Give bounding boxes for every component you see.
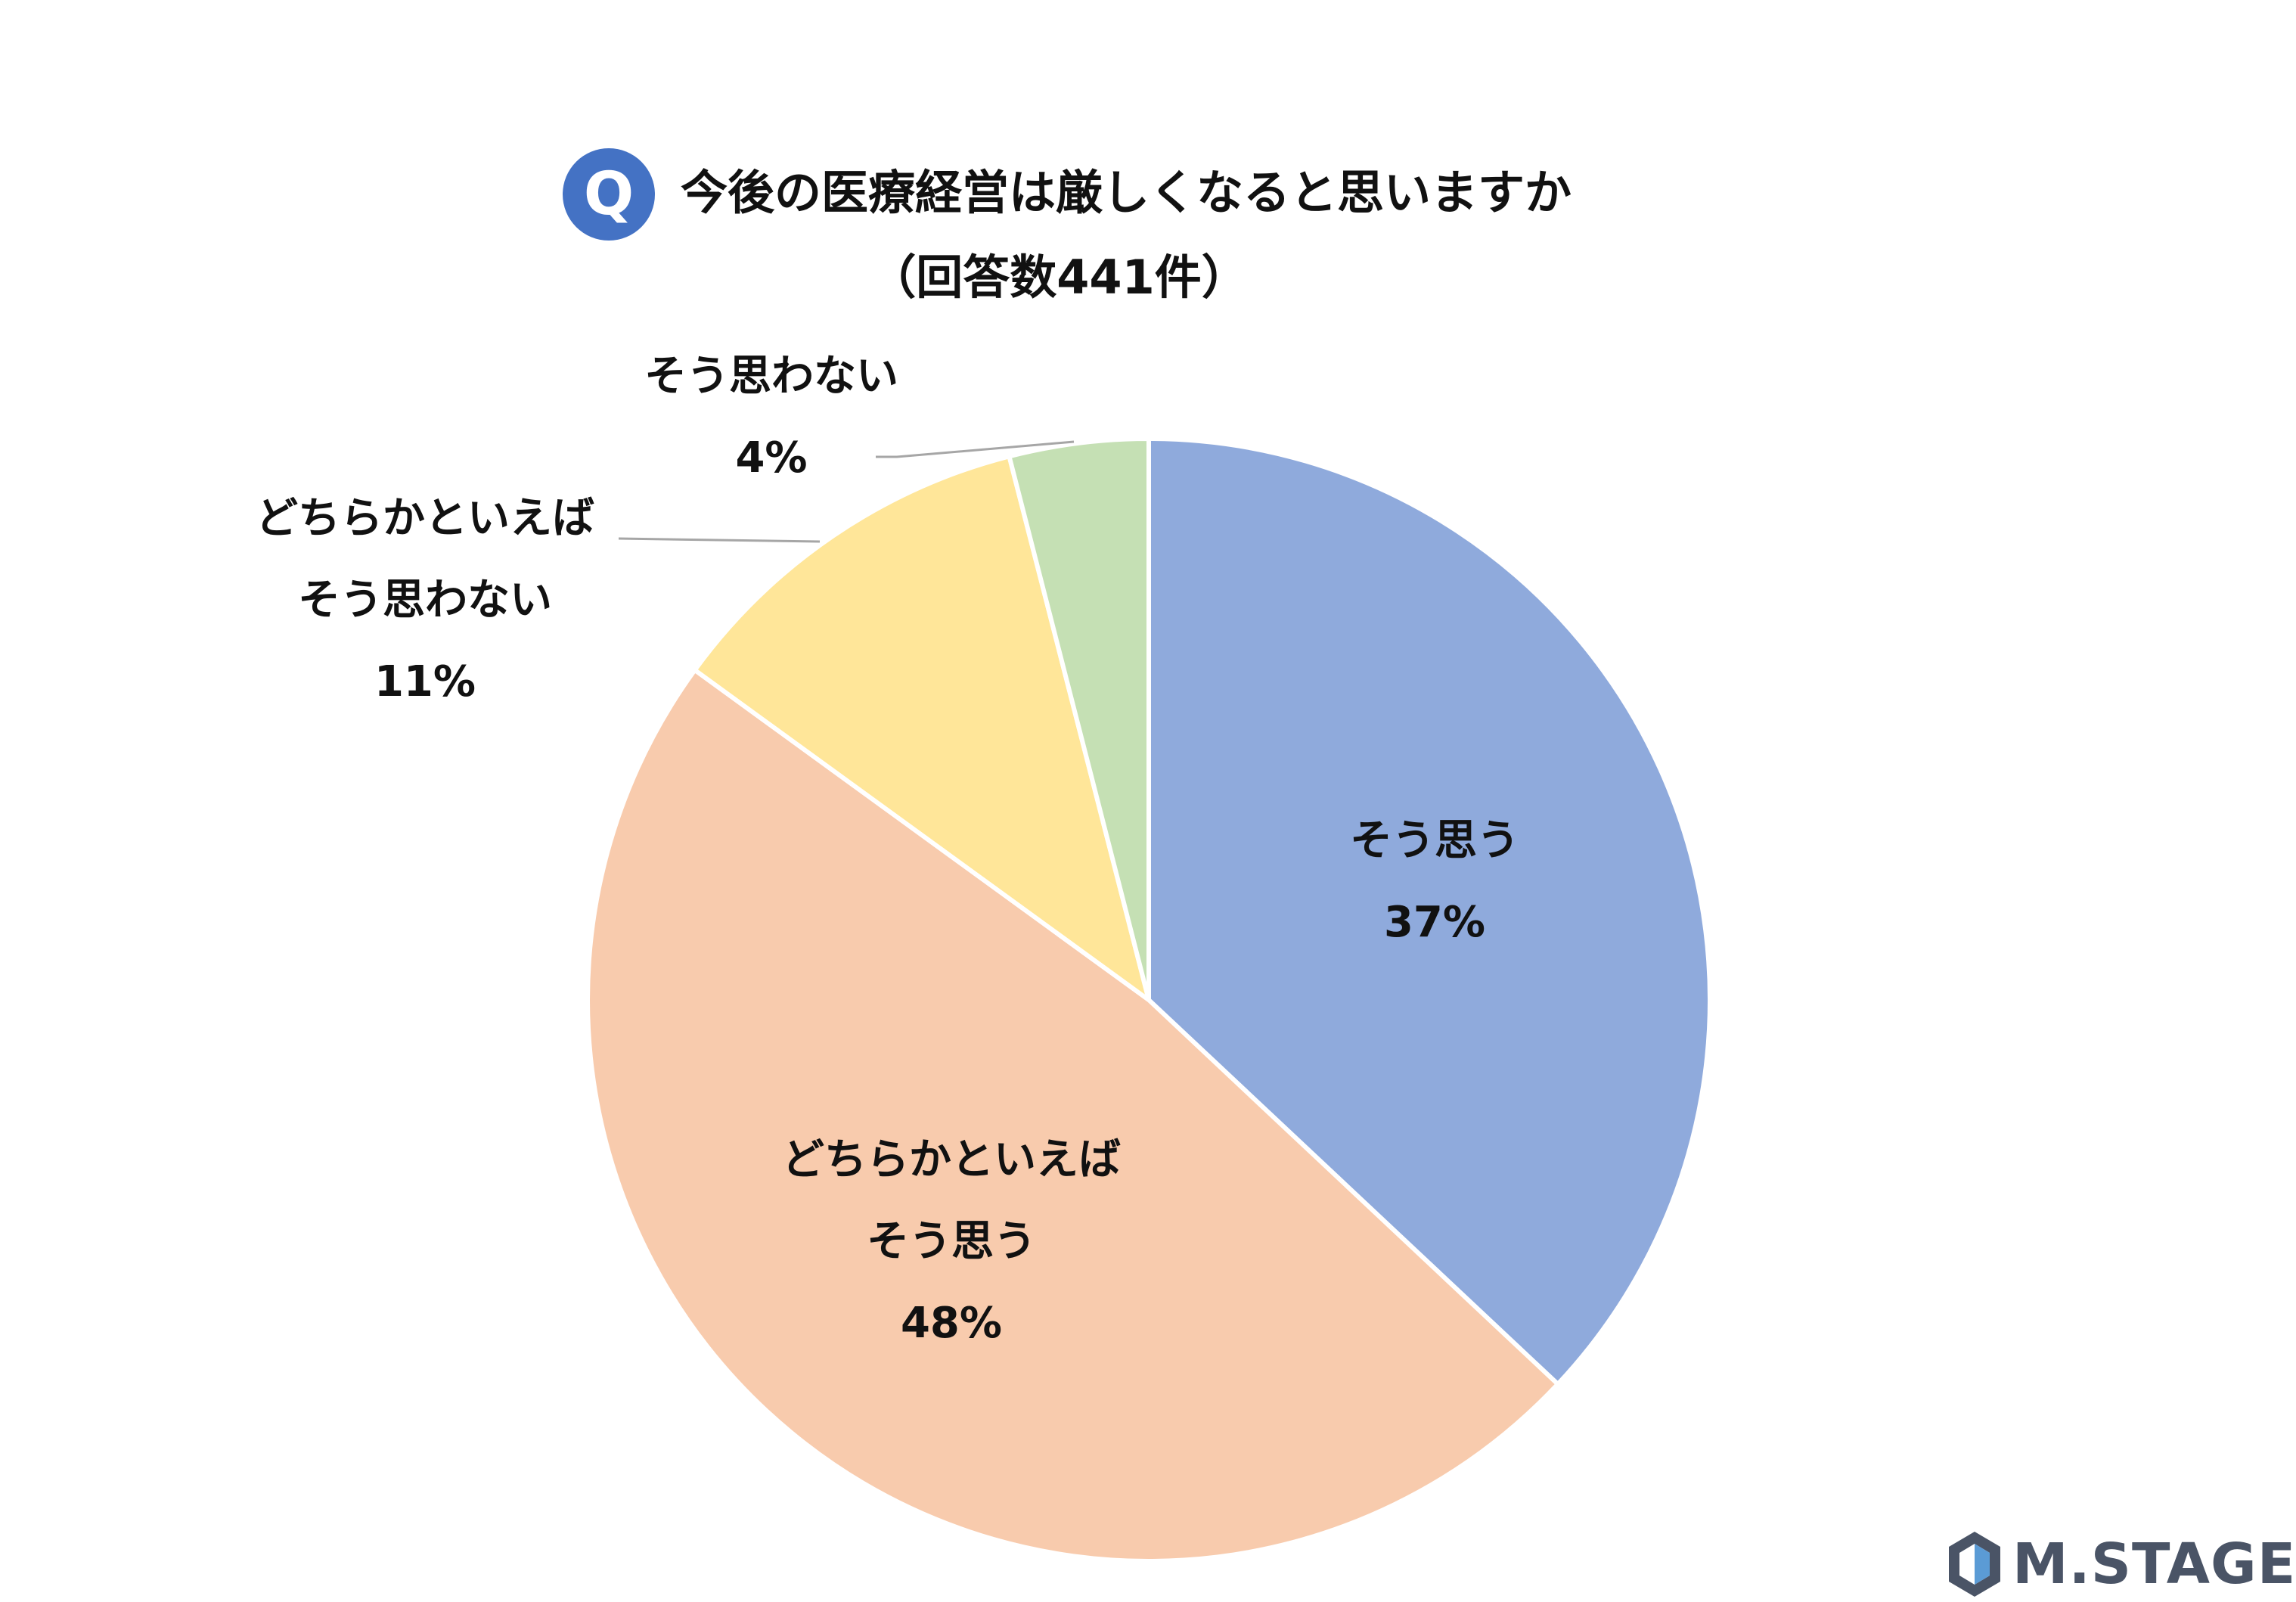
slice-label-text: どちらかといえば bbox=[256, 494, 594, 543]
slice-label-somewhat-agree: どちらかといえば そう思う 48% bbox=[782, 1119, 1121, 1364]
slice-somewhat-agree bbox=[585, 666, 1562, 1563]
question-badge: Q bbox=[563, 148, 655, 241]
chart-title: 今後の医療経営は厳しくなると思いますか bbox=[681, 165, 1572, 220]
chart-subtitle: （回答数441件） bbox=[869, 250, 1249, 305]
slice-somewhat-disagree bbox=[691, 453, 1153, 1006]
leader-line-somewhat-disagree bbox=[618, 537, 821, 543]
slice-label-somewhat-disagree: どちらかといえば そう思わない 11% bbox=[256, 478, 594, 723]
slice-label-text: そう思わない bbox=[644, 352, 898, 401]
leader-line-disagree bbox=[876, 440, 1075, 458]
slice-label-text: そう思う bbox=[867, 1217, 1036, 1266]
slice-label-text: そう思わない bbox=[298, 576, 552, 625]
slice-value-label: 11% bbox=[374, 657, 476, 706]
slice-label-disagree: そう思わない 4% bbox=[644, 336, 898, 499]
slice-label-text: どちらかといえば bbox=[782, 1135, 1121, 1184]
slice-value-label: 37% bbox=[1383, 898, 1486, 947]
slice-label-agree: そう思う 37% bbox=[1350, 800, 1519, 964]
slice-value-label: 48% bbox=[900, 1299, 1003, 1348]
logo-hexagon-icon bbox=[1949, 1532, 2000, 1597]
slice-value-label: 4% bbox=[735, 433, 808, 483]
slice-label-text: そう思う bbox=[1350, 816, 1519, 865]
logo-text: M.STAGE bbox=[2012, 1532, 2296, 1597]
slice-agree bbox=[1146, 436, 1712, 1388]
m-stage-logo: M.STAGE bbox=[1947, 1526, 2296, 1602]
slice-disagree bbox=[1006, 436, 1151, 1001]
